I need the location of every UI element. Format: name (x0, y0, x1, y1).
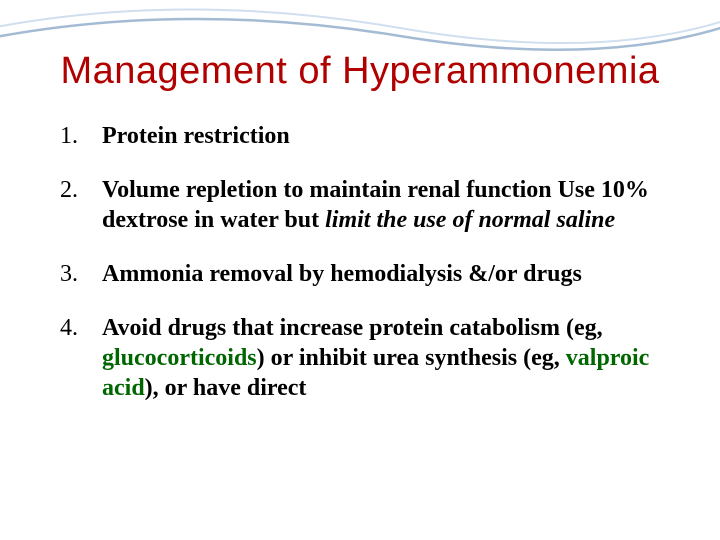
text-segment: Ammonia removal by hemodialysis &/or dru… (102, 261, 582, 287)
list-item: Volume repletion to maintain renal funct… (60, 175, 660, 235)
list-item: Protein restriction (60, 121, 660, 151)
text-segment: Avoid drugs that increase protein catabo… (102, 315, 603, 341)
numbered-list: Protein restriction Volume repletion to m… (60, 121, 660, 403)
text-segment: ) or inhibit urea synthesis (eg, (257, 345, 566, 371)
text-segment: Protein restriction (102, 123, 290, 149)
list-item: Avoid drugs that increase protein catabo… (60, 313, 660, 403)
text-segment: ), or have direct (145, 375, 307, 401)
text-segment: glucocorticoids (102, 345, 257, 371)
text-segment: limit the use of normal saline (325, 207, 615, 233)
slide-title: Management of Hyperammonemia (60, 50, 660, 93)
list-item: Ammonia removal by hemodialysis &/or dru… (60, 259, 660, 289)
slide-content: Management of Hyperammonemia Protein res… (0, 0, 720, 403)
